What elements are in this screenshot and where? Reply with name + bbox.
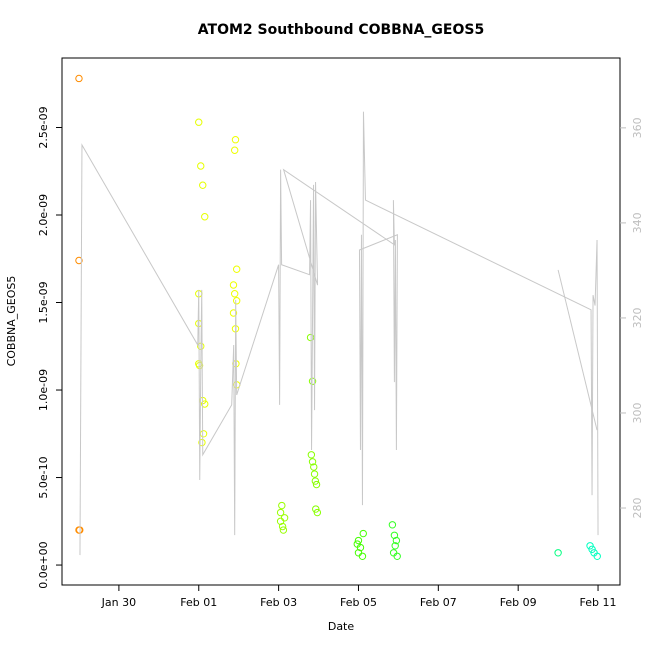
data-point [313,508,322,517]
data-point [276,508,285,517]
data-point [359,529,367,538]
data-line [79,111,599,556]
data-point [232,297,241,305]
x-tick-label: Feb 07 [420,596,457,609]
data-point [588,545,596,553]
data-point [279,526,288,534]
data-point [232,265,241,273]
data-point [392,536,401,545]
data-point [280,514,289,522]
data-point [358,552,367,560]
data-point [310,463,318,471]
data-point [230,290,239,298]
y-tick-label: 1.5e-09 [37,281,50,323]
data-point [389,549,398,557]
data-point [199,430,208,438]
data-point [276,517,285,525]
data-point [312,480,321,489]
x-tick-label: Feb 05 [340,596,377,609]
y2-tick-label: 300 [631,402,644,423]
data-point [311,477,320,485]
data-point [388,521,397,529]
data-point [554,549,562,557]
data-point [230,146,239,154]
data-point [231,136,240,144]
data-line [557,269,598,431]
data-point [75,74,83,83]
data-point [229,281,238,289]
data-point [199,181,207,189]
x-tick-label: Feb 01 [180,596,217,609]
y-tick-label: 1.0e-09 [37,369,50,411]
data-point [307,451,316,459]
y-tick-label: 0.0e+00 [37,541,50,588]
data-point [198,438,206,447]
data-point [201,400,209,408]
data-point [310,470,319,478]
y2-tick-label: 280 [631,498,644,519]
data-point [278,501,286,510]
y2-tick-label: 340 [631,212,644,233]
data-point [278,522,287,531]
data-point [391,542,399,550]
x-tick-label: Feb 09 [500,596,537,609]
data-point [393,552,401,560]
y2-tick-label: 320 [631,307,644,328]
x-tick-label: Jan 30 [101,596,136,609]
x-axis-title: Date [328,620,355,633]
data-point [356,543,365,552]
data-point [229,309,238,317]
plot-frame [61,57,621,586]
chart-title: ATOM2 Southbound COBBNA_GEOS5 [198,22,484,38]
data-point [593,552,601,560]
y-axis-title: COBBNA_GEOS5 [5,276,18,367]
y2-tick-label: 360 [631,117,644,138]
data-point [201,213,209,221]
data-point [75,256,83,265]
data-point [354,536,363,545]
data-point [308,458,317,466]
x-tick-label: Feb 03 [260,596,297,609]
y-tick-label: 5.0e-10 [37,456,50,498]
data-point [586,542,594,550]
data-point [195,118,203,126]
data-point [312,505,320,513]
data-point [390,531,399,539]
data-point [197,162,205,170]
x-tick-label: Feb 11 [580,596,617,609]
y-tick-label: 2.0e-09 [37,194,50,236]
y-tick-label: 2.5e-09 [37,106,50,148]
